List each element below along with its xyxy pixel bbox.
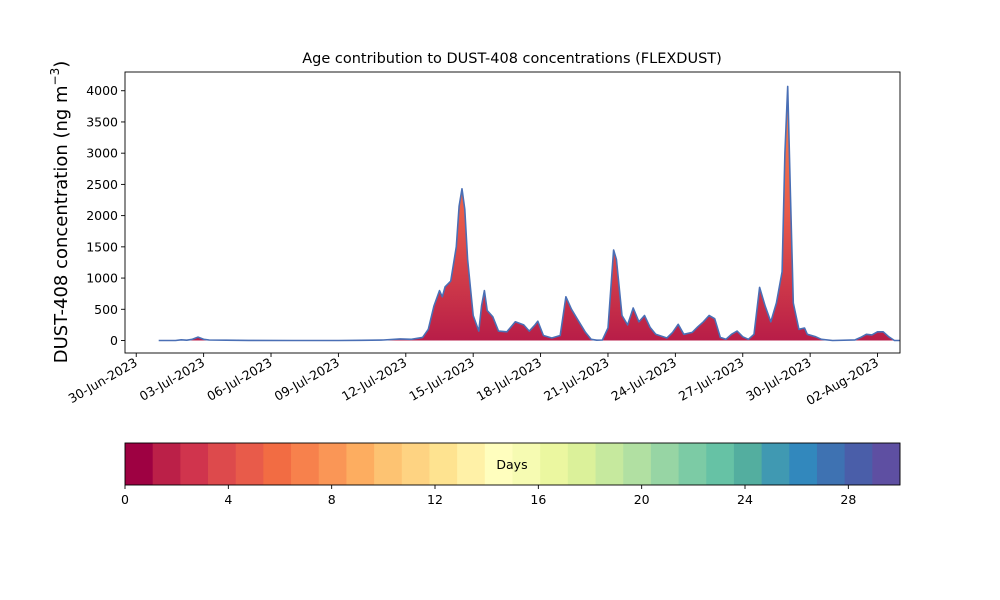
colorbar-swatch	[180, 443, 209, 485]
chart-title: Age contribution to DUST-408 concentrati…	[302, 51, 722, 67]
colorbar-swatch	[484, 443, 513, 485]
y-tick-label: 0	[110, 333, 118, 348]
colorbar-swatch	[540, 443, 569, 485]
x-tick-label: 18-Jul-2023	[474, 355, 544, 404]
x-tick-label: 30-Jun-2023	[66, 355, 140, 406]
x-tick-label: 24-Jul-2023	[609, 355, 679, 404]
y-tick-label: 3500	[86, 114, 118, 129]
colorbar-swatch	[706, 443, 735, 485]
colorbar-swatch	[429, 443, 458, 485]
colorbar-tick-label: 16	[530, 492, 546, 507]
x-axis: 30-Jun-202303-Jul-202306-Jul-202309-Jul-…	[66, 353, 881, 408]
axes-frame	[124, 71, 901, 354]
colorbar-swatch	[235, 443, 264, 485]
colorbar-swatch	[623, 443, 652, 485]
colorbar-swatch	[374, 443, 403, 485]
colorbar-swatch	[595, 443, 624, 485]
x-tick-label: 15-Jul-2023	[406, 355, 476, 404]
y-tick-label: 2000	[86, 208, 118, 223]
colorbar-swatch	[816, 443, 846, 485]
colorbar-swatch	[401, 443, 430, 485]
total-concentration-line	[158, 85, 900, 342]
x-tick-label: 06-Jul-2023	[204, 355, 274, 404]
x-tick-label: 27-Jul-2023	[676, 355, 746, 404]
colorbar-swatch	[318, 443, 347, 485]
colorbar	[125, 443, 901, 485]
x-tick-label: 30-Jul-2023	[743, 355, 813, 404]
colorbar-swatch	[761, 443, 790, 485]
colorbar-swatch	[263, 443, 292, 485]
colorbar-swatch	[346, 443, 375, 485]
colorbar-tick-label: 8	[328, 492, 336, 507]
x-tick-label: 03-Jul-2023	[137, 355, 207, 404]
y-tick-label: 1000	[86, 271, 118, 286]
colorbar-tick-label: 28	[840, 492, 856, 507]
colorbar-swatch	[291, 443, 320, 485]
colorbar-swatch	[844, 443, 873, 485]
colorbar-tick-label: 0	[121, 492, 129, 507]
colorbar-label: Days	[496, 457, 527, 472]
colorbar-axis: 0 4 8 12 16 20 24 28	[121, 485, 856, 507]
y-tick-label: 2500	[86, 177, 118, 192]
colorbar-swatch	[650, 443, 679, 485]
colorbar-swatch	[208, 443, 237, 485]
y-tick-label: 4000	[86, 83, 118, 98]
age-stack-area	[158, 86, 900, 341]
colorbar-swatch	[512, 443, 541, 485]
plot-area	[158, 85, 900, 342]
y-tick-label: 500	[94, 302, 118, 317]
colorbar-swatch	[457, 443, 486, 485]
colorbar-swatch	[872, 443, 901, 485]
x-tick-label: 09-Jul-2023	[272, 355, 342, 404]
colorbar-swatch	[152, 443, 181, 485]
colorbar-swatch	[678, 443, 707, 485]
colorbar-swatch	[567, 443, 596, 485]
colorbar-tick-label: 20	[634, 492, 650, 507]
colorbar-tick-label: 24	[737, 492, 753, 507]
colorbar-tick-label: 12	[427, 492, 443, 507]
y-axis-label: DUST-408 concentration (ng m−3)	[48, 61, 72, 364]
colorbar-swatch	[125, 443, 154, 485]
x-tick-label: 21-Jul-2023	[541, 355, 611, 404]
colorbar-tick-label: 4	[224, 492, 232, 507]
colorbar-swatch	[789, 443, 818, 485]
y-tick-label: 3000	[86, 146, 118, 161]
y-axis: 0 500 1000 1500 2000 2500 3000 3500 4000	[86, 83, 125, 348]
colorbar-swatch	[733, 443, 763, 485]
y-tick-label: 1500	[86, 239, 118, 254]
x-tick-label: 02-Aug-2023	[803, 355, 881, 408]
colorbar-frame	[124, 442, 901, 486]
x-tick-label: 12-Jul-2023	[339, 355, 409, 404]
